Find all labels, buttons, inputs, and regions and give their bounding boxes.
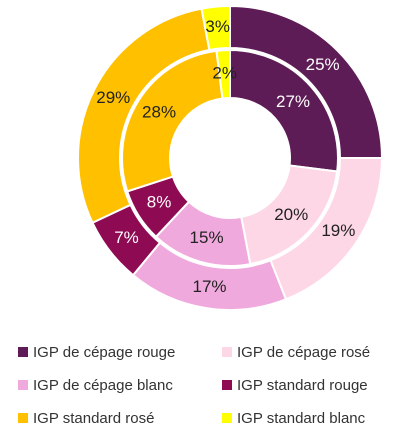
data-label: 19% [321, 221, 355, 240]
legend-swatch [18, 380, 28, 390]
legend-swatch [18, 347, 28, 357]
data-label: 2% [212, 64, 237, 83]
legend-label: IGP de cépage rosé [237, 344, 370, 361]
data-label: 20% [274, 205, 308, 224]
legend-label: IGP de cépage blanc [33, 377, 173, 394]
legend-label: IGP standard blanc [237, 410, 366, 427]
legend-swatch [222, 413, 232, 423]
data-label: 25% [306, 55, 340, 74]
legend-label: IGP standard rouge [237, 377, 368, 394]
legend-label: IGP standard rosé [33, 410, 154, 427]
data-label: 15% [190, 228, 224, 247]
donut-segment [200, 4, 231, 52]
legend-swatch [18, 413, 28, 423]
legend-swatch [222, 347, 232, 357]
data-label: 27% [276, 92, 310, 111]
data-label: 28% [142, 102, 176, 121]
legend-label: IGP de cépage rouge [33, 344, 175, 361]
data-label: 3% [205, 17, 230, 36]
legend-swatch [222, 380, 232, 390]
donut-segment [229, 48, 339, 173]
data-label: 7% [114, 228, 139, 247]
data-label: 29% [96, 88, 130, 107]
data-label: 17% [192, 277, 226, 296]
donut-segment [121, 49, 224, 193]
donut-segment [215, 48, 231, 100]
data-label: 8% [147, 192, 172, 211]
